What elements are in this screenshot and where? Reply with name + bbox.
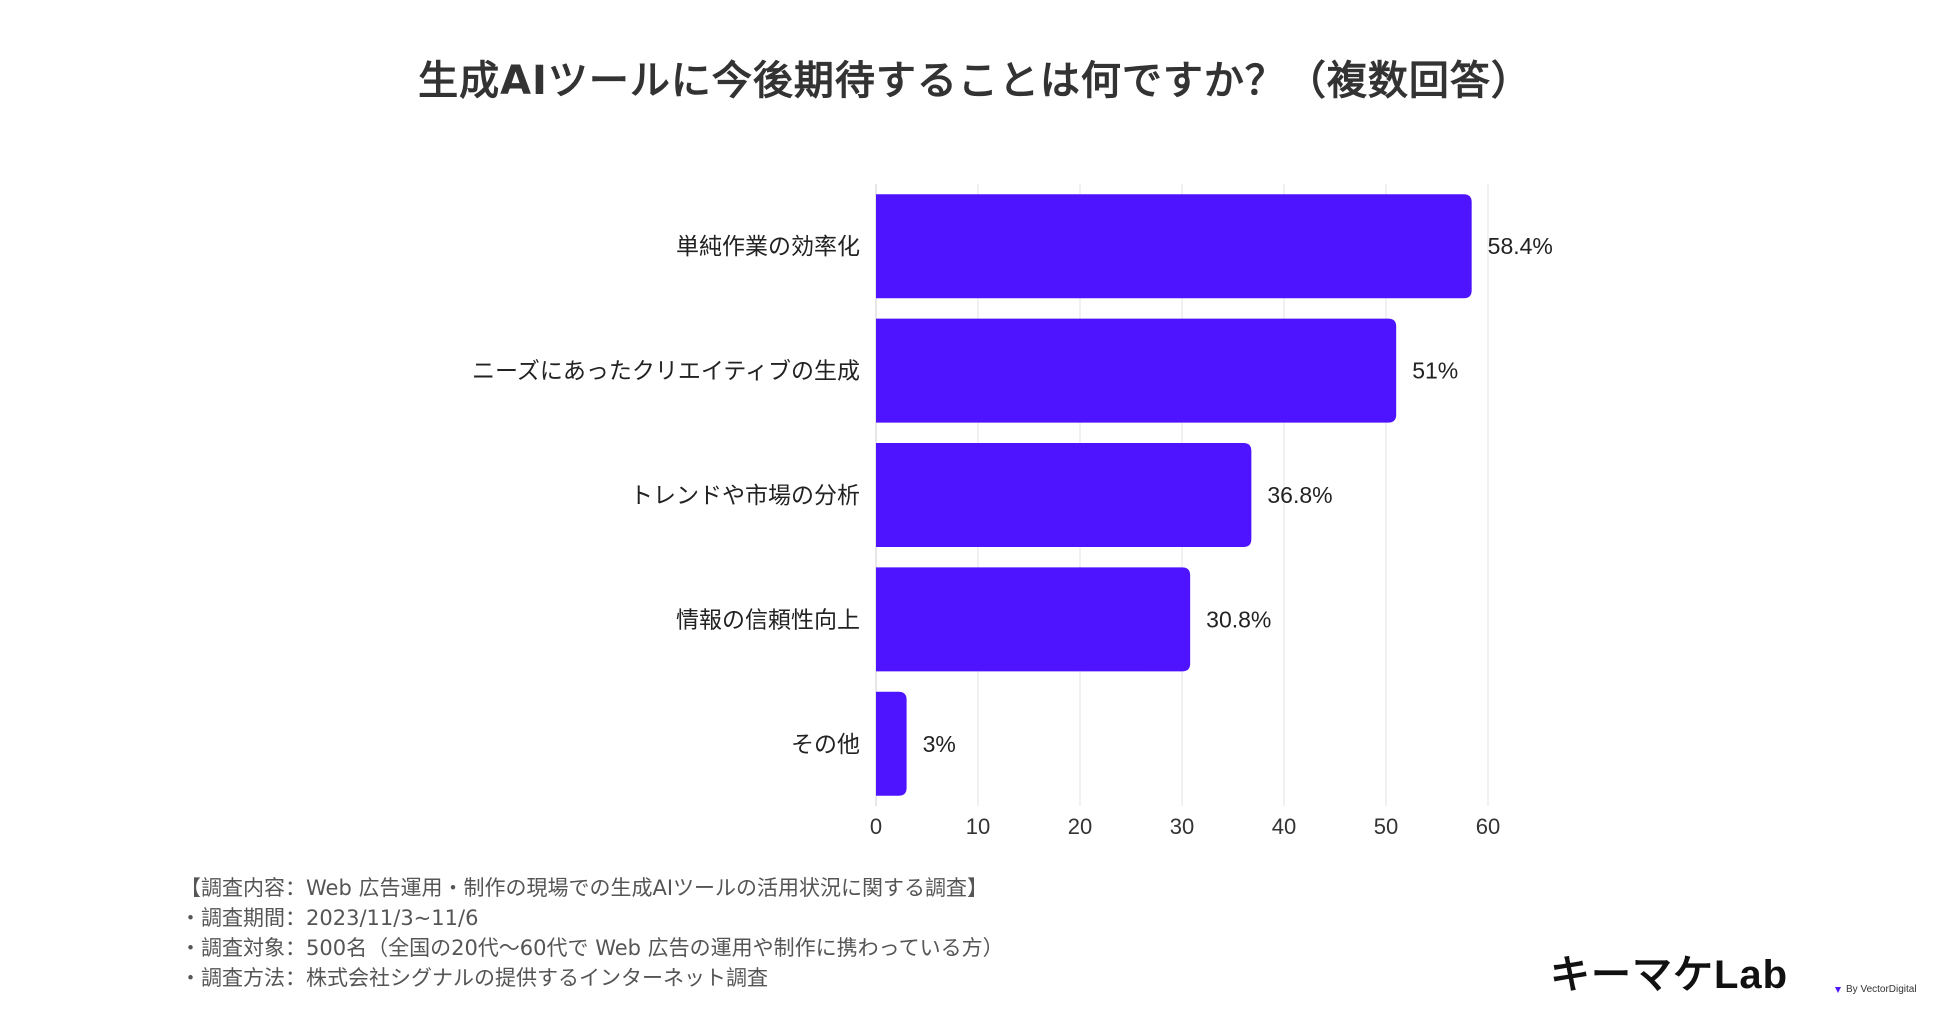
category-label: 情報の信頼性向上 <box>676 607 860 633</box>
data-label: 36.8% <box>1267 482 1332 508</box>
x-tick-label: 20 <box>1068 814 1092 839</box>
bar <box>876 318 1397 423</box>
x-tick-label: 50 <box>1374 814 1398 839</box>
category-label: トレンドや市場の分析 <box>630 483 860 509</box>
data-label: 30.8% <box>1206 606 1271 632</box>
chart-title: 生成AIツールに今後期待することは何ですか？（複数回答） <box>418 58 1532 104</box>
brand-logo: キーマケLab By VectorDigital <box>1550 953 1917 997</box>
x-tick-label: 30 <box>1170 814 1194 839</box>
category-label: ニーズにあったクリエイティブの生成 <box>472 359 860 385</box>
footnote-survey-target: ・調査対象：500名（全国の20代〜60代で Web 広告の運用や制作に携わって… <box>180 936 1004 960</box>
x-tick-label: 10 <box>966 814 990 839</box>
data-label: 51% <box>1412 358 1458 384</box>
x-tick-label: 40 <box>1272 814 1296 839</box>
footnote-survey-content: 【調査内容：Web 広告運用・制作の現場での生成AIツールの活用状況に関する調査… <box>180 876 989 900</box>
x-tick-label: 60 <box>1476 814 1500 839</box>
category-label: その他 <box>791 732 860 758</box>
footnote-survey-method: ・調査方法：株式会社シグナルの提供するインターネット調査 <box>180 966 768 990</box>
bar <box>876 691 907 796</box>
logo-text: キーマケLab <box>1550 953 1788 997</box>
bar <box>876 194 1472 299</box>
category-label: 単純作業の効率化 <box>676 234 860 260</box>
logo-accent-triangle <box>1835 987 1841 993</box>
survey-footnotes: 【調査内容：Web 広告運用・制作の現場での生成AIツールの活用状況に関する調査… <box>180 873 1004 993</box>
data-label: 3% <box>923 731 956 757</box>
data-label: 58.4% <box>1488 233 1553 259</box>
footnote-survey-period: ・調査期間：2023/11/3~11/6 <box>180 906 479 930</box>
bar <box>876 443 1252 547</box>
logo-byline: By VectorDigital <box>1846 984 1917 995</box>
bar-chart: 0 10 20 30 40 50 60 単純作業の効率化 58.4% ニーズにあったクリエイティブ… <box>472 184 1553 839</box>
x-tick-label: 0 <box>870 814 882 839</box>
bar <box>876 567 1191 672</box>
